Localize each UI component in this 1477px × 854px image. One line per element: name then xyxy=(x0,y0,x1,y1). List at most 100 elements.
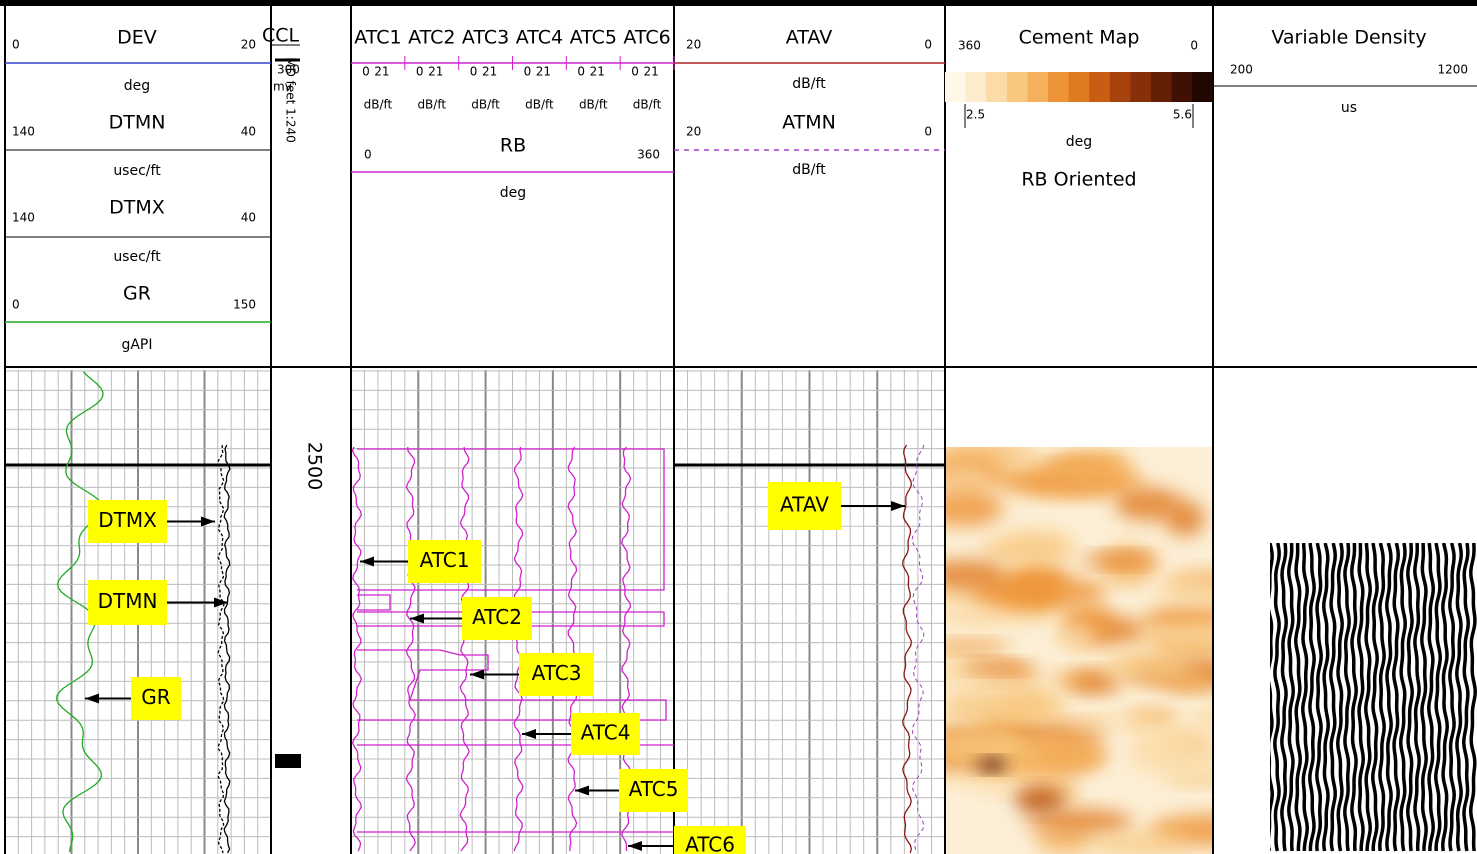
label: usec/ft xyxy=(113,249,161,265)
callout-label: ATC5 xyxy=(629,777,679,801)
color-swatch xyxy=(1151,72,1172,102)
callout-box xyxy=(674,826,746,854)
cement-blob xyxy=(946,559,1007,591)
color-swatch xyxy=(1130,72,1152,102)
label: 150 xyxy=(233,298,256,312)
label: dB/ft xyxy=(417,98,446,112)
callout-box xyxy=(619,769,688,812)
arrow-head xyxy=(575,785,589,796)
label: deg xyxy=(500,185,526,201)
atc-curve xyxy=(351,446,363,852)
label: 0 xyxy=(524,65,532,79)
color-bar xyxy=(945,72,1214,128)
cement-blob xyxy=(1015,788,1065,812)
label: deg xyxy=(1066,134,1092,150)
label: 0 xyxy=(577,65,585,79)
callout-label: ATC4 xyxy=(581,721,631,745)
atc-curve xyxy=(459,446,470,852)
callout-label: ATAV xyxy=(780,493,829,517)
color-swatch xyxy=(945,72,966,102)
cement-blob xyxy=(1166,674,1212,692)
labels: DEV 0 20 deg DTMN 140 40 usec/ft DTMX 140 40 usec/f… xyxy=(12,25,1468,491)
dt-curve xyxy=(217,444,225,854)
label: RB Oriented xyxy=(1021,169,1136,191)
arrow-head xyxy=(85,693,99,704)
label: 200 xyxy=(1230,63,1253,77)
vdl-stripe xyxy=(1343,543,1351,852)
label: 0 xyxy=(362,65,370,79)
label: 21 xyxy=(643,65,658,79)
callout-box xyxy=(88,500,167,543)
callout-box xyxy=(571,713,640,755)
label: dB/ft xyxy=(792,76,826,92)
cement-blob xyxy=(1081,552,1157,567)
label: dB/ft xyxy=(633,98,662,112)
label: 40 xyxy=(241,211,256,225)
cement-blob xyxy=(978,759,1006,771)
label: mv xyxy=(273,80,292,94)
vdl-stripe xyxy=(1427,543,1435,852)
vdl-stripe xyxy=(1385,543,1393,852)
callout-label: ATC3 xyxy=(532,661,582,685)
arrow-head xyxy=(470,669,484,680)
vdl-stripe xyxy=(1434,543,1442,852)
atc-curve xyxy=(405,446,417,852)
label: 40 xyxy=(241,125,256,139)
cement-blob xyxy=(946,688,1069,727)
label: ATC5 xyxy=(570,27,617,49)
arrow-head xyxy=(360,556,374,567)
label: 0 xyxy=(470,65,478,79)
label: 21 xyxy=(590,65,605,79)
cement-blob xyxy=(1135,622,1212,647)
vdl-stripe xyxy=(1350,543,1358,852)
arrow-head xyxy=(522,729,536,739)
label: DTMX xyxy=(109,197,165,219)
cement-blob xyxy=(1056,623,1097,653)
callout-box xyxy=(88,580,167,625)
callout-box xyxy=(519,653,594,696)
cement-map xyxy=(946,447,1212,854)
callout-box xyxy=(462,597,532,640)
label: dB/ft xyxy=(525,98,554,112)
vdl-stripe xyxy=(1448,543,1456,852)
dt-curve xyxy=(223,444,231,854)
label: dB/ft xyxy=(792,162,826,178)
vdl-stripe xyxy=(1301,543,1309,852)
arrow-head xyxy=(214,597,228,608)
atmn-curve xyxy=(911,444,925,854)
vdl-stripe xyxy=(1455,543,1463,852)
arrow-head xyxy=(891,501,905,511)
callout-box xyxy=(408,540,481,583)
label: ATAV xyxy=(786,27,832,49)
cement-blob xyxy=(980,535,1073,564)
cement-blob xyxy=(1156,581,1212,601)
label: 360 xyxy=(958,39,981,53)
variable-density-image xyxy=(1270,543,1477,852)
cement-blob xyxy=(1164,500,1205,537)
vdl-stripe xyxy=(1378,543,1386,852)
rb-curve xyxy=(357,448,674,833)
cement-blob xyxy=(1003,687,1050,718)
vdl-stripe xyxy=(1280,543,1288,852)
label: Variable Density xyxy=(1271,27,1426,49)
label: 20 xyxy=(241,38,256,52)
callout-label: DTMN xyxy=(98,589,158,613)
label: deg xyxy=(124,78,150,94)
label: MD feet 1:240 xyxy=(284,57,298,143)
cement-blob xyxy=(969,574,1108,610)
cement-blob xyxy=(960,660,1032,673)
label: Cement Map xyxy=(1019,27,1140,49)
label: 21 xyxy=(428,65,443,79)
log-curves xyxy=(56,56,925,854)
label: us xyxy=(1341,100,1357,116)
label: usec/ft xyxy=(113,163,161,179)
vdl-stripe xyxy=(1462,543,1471,852)
arrow-head xyxy=(628,841,642,851)
label: 1200 xyxy=(1437,63,1468,77)
label: ATC2 xyxy=(408,27,455,49)
label: 300 xyxy=(277,63,300,77)
label: 360 xyxy=(637,148,660,162)
vdl-stripe xyxy=(1468,543,1477,852)
label: 0 xyxy=(1190,39,1198,53)
